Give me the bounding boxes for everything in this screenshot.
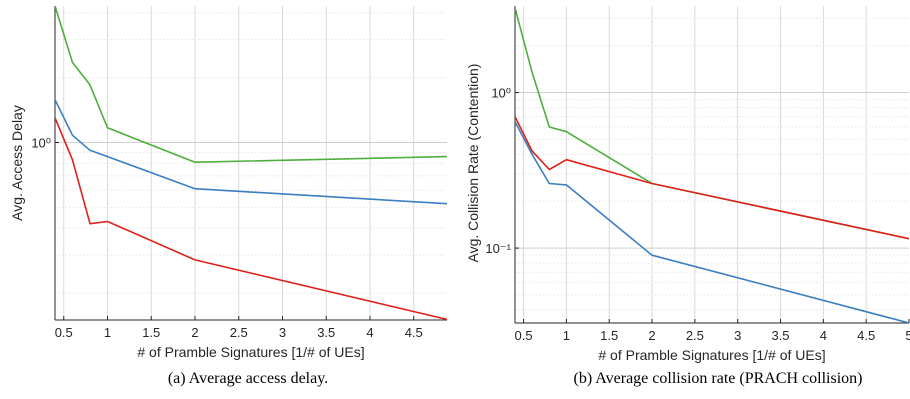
series-line-2 xyxy=(55,117,447,320)
x-tick-label: 1 xyxy=(104,325,111,340)
series-line-1 xyxy=(55,99,447,205)
x-tick-label: 2 xyxy=(191,325,198,340)
series-line-0 xyxy=(55,6,447,163)
figure-caption: (b) Average collision rate (PRACH collis… xyxy=(574,370,863,387)
x-tick-label: 2.5 xyxy=(230,325,248,340)
x-axis-label: # of Pramble Signatures [1/# of UEs] xyxy=(598,347,825,363)
series-group xyxy=(515,7,909,323)
x-tick-label: 3.5 xyxy=(317,325,335,340)
series-line-1 xyxy=(515,121,909,323)
y-axis-label: Avg. Access Delay xyxy=(9,105,25,221)
x-tick-label: 3 xyxy=(279,325,286,340)
y-tick-label: 10⁰ xyxy=(491,86,511,101)
x-tick-label: 0.5 xyxy=(515,328,533,343)
x-tick-label: 0.5 xyxy=(55,325,73,340)
y-axis-label: Avg. Collision Rate (Contention) xyxy=(465,64,481,263)
x-tick-label: 1.5 xyxy=(600,328,618,343)
series-group xyxy=(55,6,447,320)
figure-caption: (a) Average access delay. xyxy=(168,370,328,387)
x-tick-label: 2 xyxy=(648,328,655,343)
x-tick-label: 4.5 xyxy=(857,328,875,343)
x-tick-label: 4 xyxy=(366,325,373,340)
x-axis-label: # of Pramble Signatures [1/# of UEs] xyxy=(137,344,364,360)
series-line-0 xyxy=(515,7,909,240)
x-tick-label: 4 xyxy=(820,328,827,343)
y-tick-label: 10⁻¹ xyxy=(485,241,511,256)
x-tick-label: 3 xyxy=(734,328,741,343)
panel-a: 0.5 1 1.5 2 2.5 3 3.5 4 4.5 10⁰ # of Pramble Signa… xyxy=(9,6,447,387)
x-tick-label: 1.5 xyxy=(142,325,160,340)
x-tick-label: 5 xyxy=(905,328,910,343)
y-tick-label: 10⁰ xyxy=(31,135,51,150)
x-tick-label: 4.5 xyxy=(405,325,423,340)
x-tick-label: 1 xyxy=(563,328,570,343)
x-tick-label: 2.5 xyxy=(686,328,704,343)
panel-b: 0.5 1 1.5 2 2.5 3 3.5 4 4.5 5 10⁻¹ 10⁰ # of Pramble … xyxy=(465,6,910,387)
series-line-2 xyxy=(515,116,909,240)
x-tick-label: 3.5 xyxy=(771,328,789,343)
